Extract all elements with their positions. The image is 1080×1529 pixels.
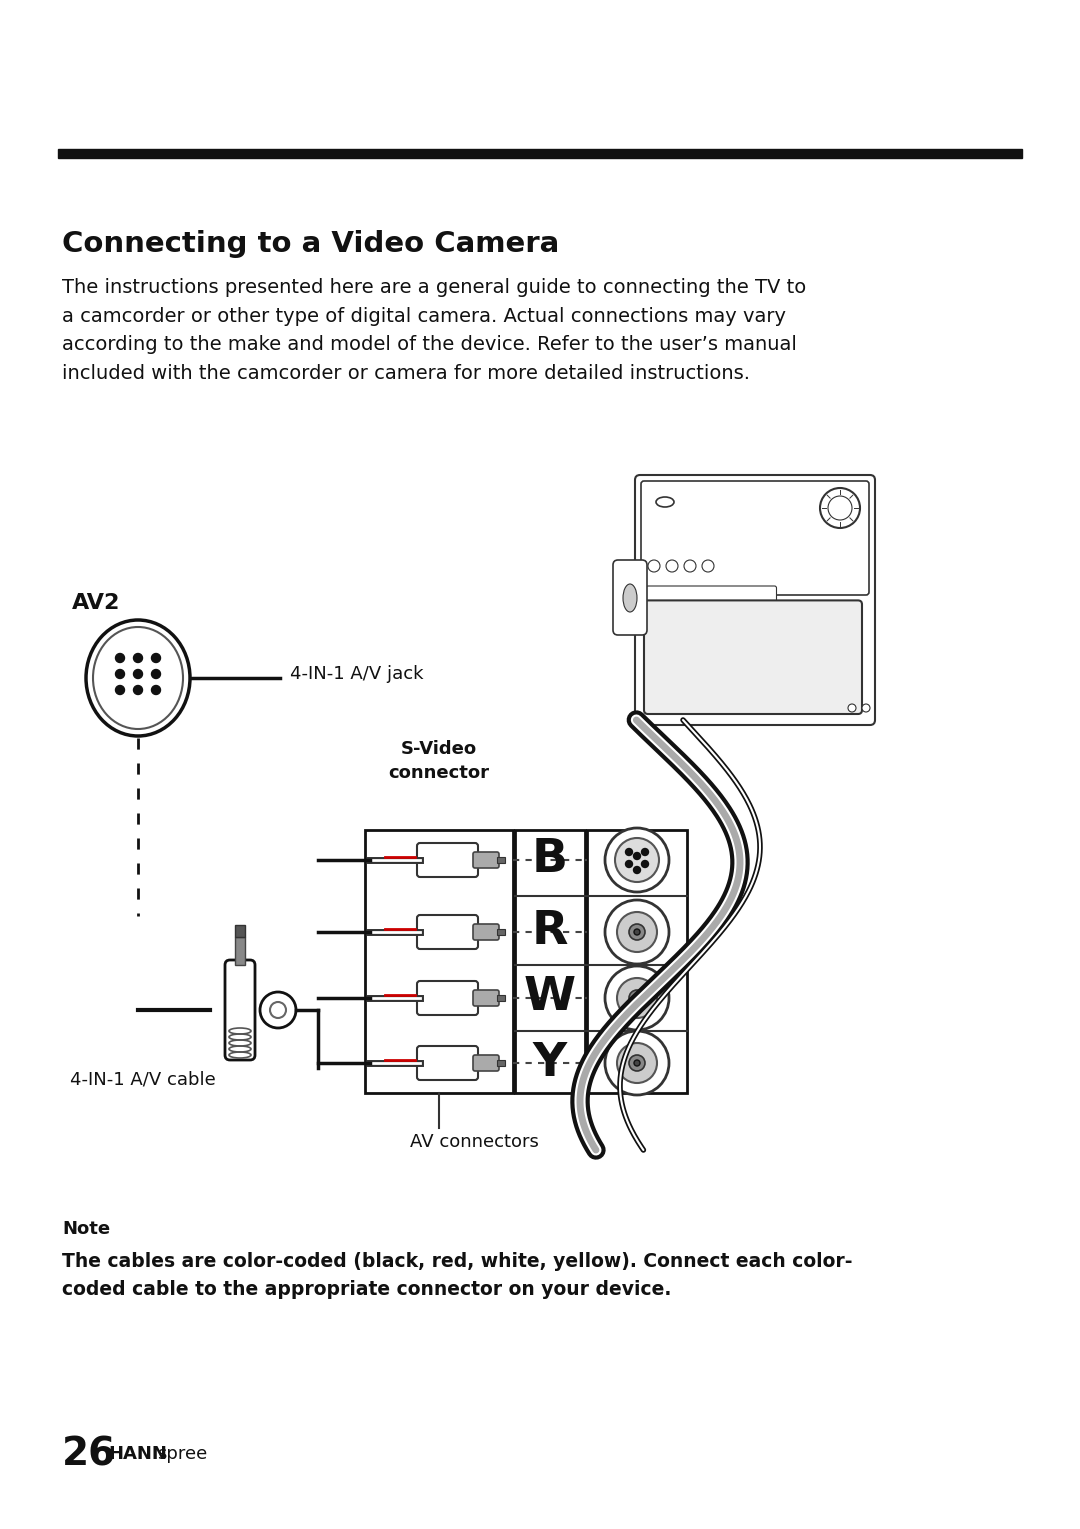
Bar [235, 925, 245, 937]
Circle shape [617, 911, 657, 953]
Ellipse shape [86, 619, 190, 735]
Circle shape [617, 1043, 657, 1083]
Circle shape [684, 560, 696, 572]
Text: 4-IN-1 A/V cable: 4-IN-1 A/V cable [70, 1070, 216, 1089]
Text: S-Video
connector: S-Video connector [389, 740, 489, 781]
FancyBboxPatch shape [417, 1046, 478, 1079]
Text: Connecting to a Video Camera: Connecting to a Video Camera [62, 229, 559, 258]
Circle shape [605, 966, 669, 1031]
Bar [588, 830, 687, 1093]
Circle shape [666, 560, 678, 572]
Text: AV connectors: AV connectors [409, 1133, 539, 1151]
Text: The instructions presented here are a general guide to connecting the TV to
a ca: The instructions presented here are a ge… [62, 278, 807, 384]
FancyBboxPatch shape [473, 1055, 499, 1070]
Circle shape [634, 867, 640, 873]
Circle shape [615, 838, 659, 882]
FancyBboxPatch shape [225, 960, 255, 1060]
FancyBboxPatch shape [417, 982, 478, 1015]
Circle shape [634, 853, 640, 859]
Circle shape [629, 924, 645, 940]
FancyBboxPatch shape [417, 914, 478, 950]
Text: B: B [532, 838, 568, 882]
FancyBboxPatch shape [635, 476, 875, 725]
FancyBboxPatch shape [642, 482, 869, 595]
Circle shape [648, 560, 660, 572]
FancyBboxPatch shape [473, 989, 499, 1006]
Bar [497, 930, 505, 936]
Text: R: R [531, 910, 568, 954]
Circle shape [116, 670, 124, 679]
Circle shape [151, 670, 161, 679]
Text: The cables are color-coded (black, red, white, yellow). Connect each color-
code: The cables are color-coded (black, red, … [62, 1252, 852, 1300]
Bar [365, 830, 513, 1093]
FancyBboxPatch shape [417, 842, 478, 878]
Circle shape [702, 560, 714, 572]
Circle shape [151, 685, 161, 694]
Circle shape [629, 1055, 645, 1070]
Text: Y: Y [532, 1041, 567, 1086]
FancyBboxPatch shape [473, 852, 499, 868]
Bar [515, 830, 585, 1093]
Ellipse shape [656, 497, 674, 508]
Text: Note: Note [62, 1220, 110, 1238]
Circle shape [848, 703, 856, 713]
Circle shape [116, 653, 124, 662]
Bar [235, 937, 245, 965]
FancyBboxPatch shape [613, 560, 647, 635]
Circle shape [134, 670, 143, 679]
Ellipse shape [93, 627, 183, 729]
Bar [497, 995, 505, 1001]
Ellipse shape [623, 584, 637, 612]
Bar [497, 856, 505, 862]
Circle shape [642, 849, 648, 856]
Circle shape [151, 653, 161, 662]
Circle shape [260, 992, 296, 1027]
Circle shape [116, 685, 124, 694]
Circle shape [605, 829, 669, 891]
Circle shape [629, 989, 645, 1006]
FancyBboxPatch shape [644, 601, 862, 714]
Circle shape [270, 1001, 286, 1018]
FancyBboxPatch shape [473, 924, 499, 940]
Circle shape [862, 703, 870, 713]
Circle shape [828, 495, 852, 520]
Circle shape [820, 488, 860, 528]
Circle shape [634, 995, 640, 1001]
Text: AV2: AV2 [72, 593, 120, 613]
Circle shape [634, 1060, 640, 1066]
Circle shape [605, 901, 669, 963]
Bar [58, 148, 1022, 157]
Circle shape [625, 849, 633, 856]
Circle shape [134, 685, 143, 694]
Text: W: W [524, 976, 576, 1020]
Text: HANN: HANN [108, 1445, 167, 1463]
Bar [497, 1060, 505, 1066]
Circle shape [134, 653, 143, 662]
Circle shape [605, 1031, 669, 1095]
Circle shape [634, 930, 640, 936]
Text: 26: 26 [62, 1436, 117, 1472]
Text: spree: spree [157, 1445, 207, 1463]
Text: 4-IN-1 A/V jack: 4-IN-1 A/V jack [291, 665, 423, 683]
Circle shape [625, 861, 633, 867]
FancyBboxPatch shape [646, 586, 777, 609]
Circle shape [642, 861, 648, 867]
Circle shape [617, 979, 657, 1018]
